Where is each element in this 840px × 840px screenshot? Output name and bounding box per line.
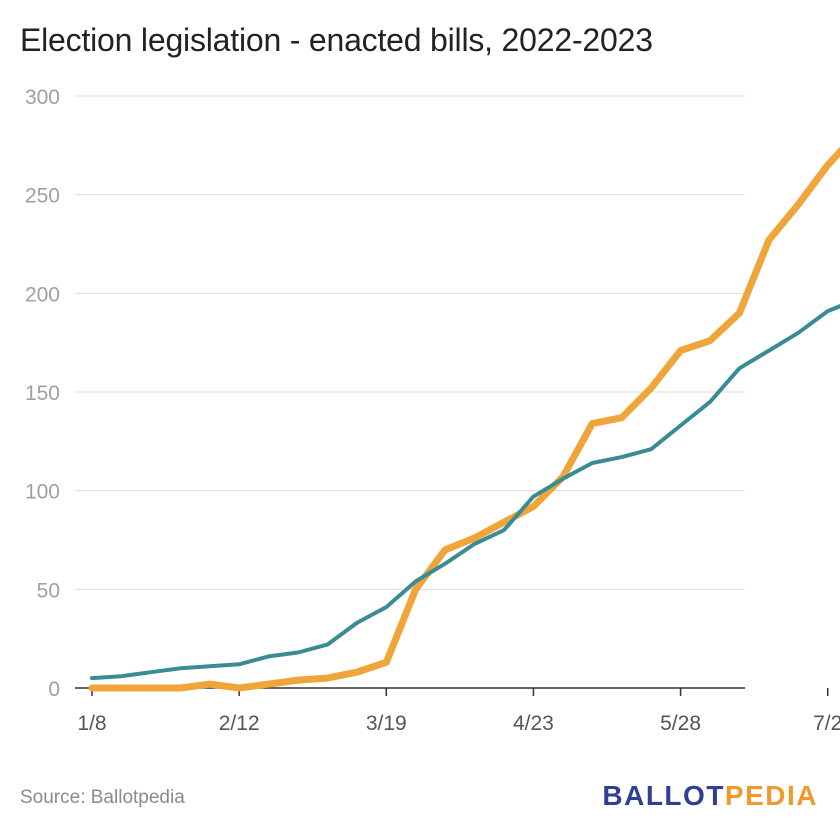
x-tick-label: 2/12 [219, 712, 260, 735]
y-tick-label: 300 [25, 86, 60, 109]
series-lines [88, 146, 840, 692]
y-tick-label: 150 [25, 382, 60, 405]
y-tick-label: 50 [37, 579, 60, 602]
y-tick-label: 200 [25, 283, 60, 306]
x-tick-label: 3/19 [366, 712, 407, 735]
logo-part-ballot: BALLOT [602, 780, 725, 811]
grid-lines [75, 95, 745, 590]
y-tick-label: 250 [25, 185, 60, 208]
y-tick-label: 100 [25, 481, 60, 504]
source-note: Source: Ballotpedia [20, 787, 185, 808]
x-tick-label: 4/23 [513, 712, 554, 735]
logo-part-pedia: PEDIA [724, 780, 818, 811]
series-line-2022 [90, 304, 840, 681]
series-line-2023 [88, 146, 840, 692]
x-tick-label: 7/2 [813, 712, 840, 735]
ballotpedia-logo: BALLOTPEDIA [602, 780, 818, 812]
x-axis-tick-labels: 1/8 2/12 3/19 4/23 5/28 7/2 [77, 712, 840, 735]
x-tick-label: 1/8 [77, 712, 106, 735]
x-tick-label: 5/28 [660, 712, 701, 735]
y-tick-label: 0 [48, 678, 60, 701]
chart-title: Election legislation - enacted bills, 20… [20, 22, 653, 58]
y-axis-tick-labels: 0 50 100 150 200 250 300 [25, 86, 60, 701]
